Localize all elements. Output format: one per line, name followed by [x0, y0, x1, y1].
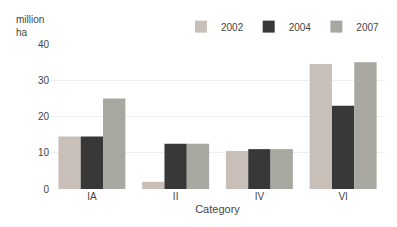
svg-text:0: 0 [43, 184, 49, 195]
svg-text:Category: Category [195, 203, 240, 215]
svg-text:10: 10 [38, 147, 50, 158]
svg-text:20: 20 [38, 111, 50, 122]
svg-text:40: 40 [38, 39, 50, 50]
svg-text:millionha: millionha [16, 14, 44, 38]
svg-text:IV: IV [255, 191, 265, 202]
svg-text:IA: IA [87, 191, 97, 202]
svg-text:2004: 2004 [289, 22, 312, 33]
svg-text:30: 30 [38, 75, 50, 86]
svg-text:VI: VI [338, 191, 347, 202]
svg-text:II: II [173, 191, 179, 202]
svg-text:2002: 2002 [221, 22, 244, 33]
svg-text:2007: 2007 [356, 22, 379, 33]
